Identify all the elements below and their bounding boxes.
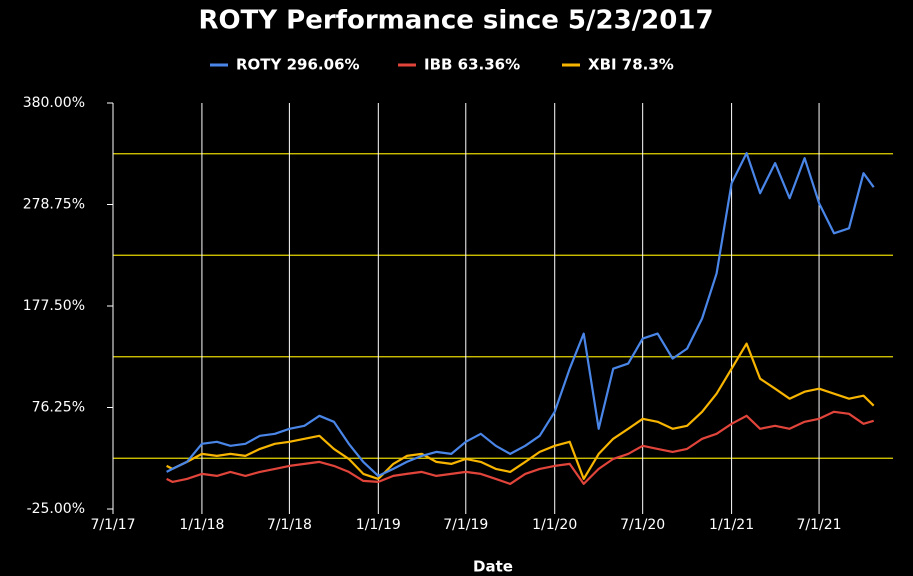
x-tick-label: 1/1/18 [179, 517, 224, 533]
data-line [166, 342, 875, 480]
y-tick-label: -25.00% [27, 501, 85, 517]
y-tick-label: 278.75% [23, 197, 85, 213]
x-tick-label: 1/1/21 [709, 517, 754, 533]
x-tick-label: 1/1/19 [356, 517, 401, 533]
x-axis-label: Date [473, 558, 513, 576]
x-tick-label: 7/1/19 [443, 517, 488, 533]
legend-label: XBI 78.3% [588, 56, 674, 74]
legend-label: ROTY 296.06% [236, 56, 360, 74]
legend-label: IBB 63.36% [424, 56, 520, 74]
x-tick-label: 1/1/20 [532, 517, 577, 533]
x-tick-label: 7/1/20 [620, 517, 665, 533]
chart-title: ROTY Performance since 5/23/2017 [198, 6, 713, 36]
y-tick-label: 380.00% [23, 95, 85, 111]
data-line [166, 152, 875, 477]
y-tick-label: 76.25% [32, 400, 85, 416]
x-tick-label: 7/1/18 [267, 517, 312, 533]
y-tick-label: 177.50% [23, 298, 85, 314]
data-line [166, 410, 875, 485]
x-tick-label: 7/1/17 [90, 517, 135, 533]
x-tick-label: 7/1/21 [797, 517, 842, 533]
